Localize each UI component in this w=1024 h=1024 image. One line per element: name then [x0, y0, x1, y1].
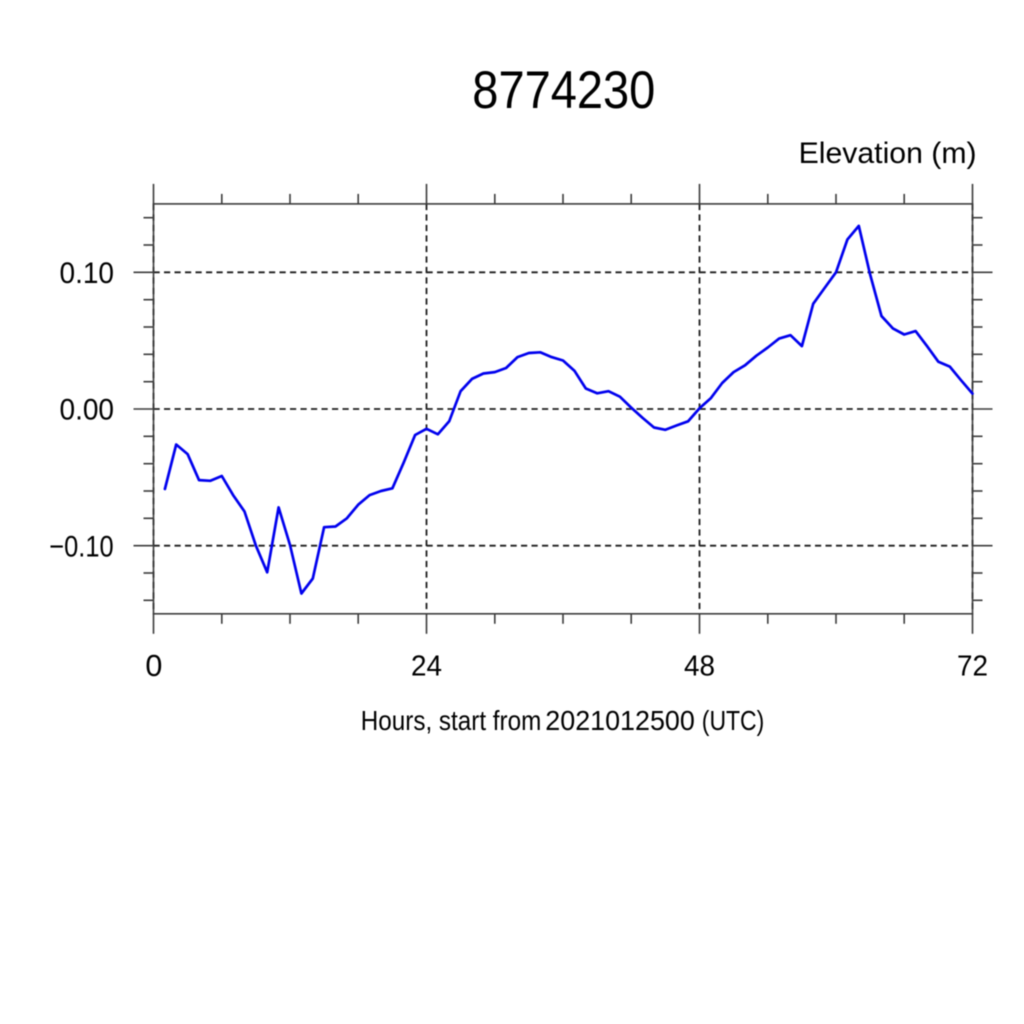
- svg-text:0.00: 0.00: [60, 394, 115, 427]
- svg-text:8774230: 8774230: [472, 61, 655, 120]
- svg-text:24: 24: [411, 650, 442, 682]
- svg-text:Elevation (m): Elevation (m): [799, 137, 977, 170]
- svg-text:(UTC): (UTC): [702, 705, 765, 736]
- svg-text:0.10: 0.10: [60, 257, 115, 290]
- svg-text:0: 0: [145, 649, 162, 683]
- svg-text:48: 48: [684, 650, 715, 682]
- svg-text:−0.10: −0.10: [49, 530, 113, 563]
- svg-text:Hours, start from: Hours, start from: [361, 705, 542, 736]
- svg-text:72: 72: [957, 650, 988, 682]
- svg-text:2021012500: 2021012500: [545, 705, 695, 736]
